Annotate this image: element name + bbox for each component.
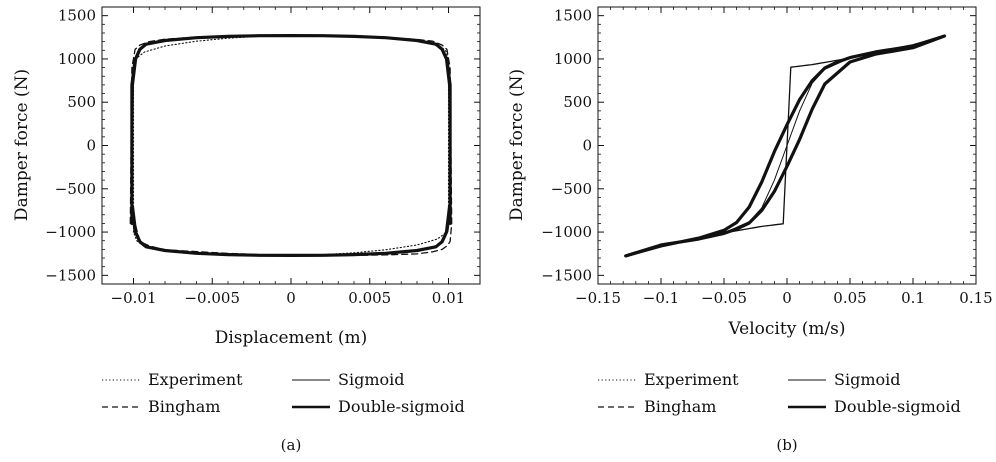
x-tick-label: −0.1	[643, 289, 679, 307]
series-double-sigmoid-line	[130, 34, 452, 257]
y-tick-label: 0	[582, 137, 592, 155]
y-tick-label: 1000	[554, 50, 592, 68]
legend-b: Experiment Sigmoid Bingham Double-sigmoid	[598, 370, 961, 416]
y-axis-label-b: Damper force (N)	[507, 69, 527, 221]
x-tick-label: −0.01	[111, 289, 157, 307]
y-tick-label: −1000	[45, 223, 96, 241]
x-tick-label: −0.15	[575, 289, 621, 307]
y-tick-label: 1500	[554, 7, 592, 25]
series-experiment-line	[132, 35, 450, 256]
legend-label-sigmoid: Sigmoid	[834, 370, 900, 389]
x-tick-label: 0.05	[833, 289, 866, 307]
series-layer-b	[624, 34, 947, 258]
y-tick-label: −500	[55, 180, 96, 198]
legend-label-double-sigmoid: Double-sigmoid	[338, 397, 465, 416]
y-tick-label: 1500	[58, 7, 96, 25]
panel-label-b: (b)	[776, 436, 797, 454]
ticks-b: −0.15 −0.1 −0.05 0 0.05 0.1 0.15 −1500 −1000 −500…	[541, 7, 992, 307]
y-tick-label: 0	[86, 137, 96, 155]
x-tick-label: −0.005	[184, 289, 240, 307]
x-axis-label-b: Velocity (m/s)	[727, 319, 845, 339]
x-tick-label: 0	[286, 289, 296, 307]
ticks-a: −0.01 −0.005 0 0.005 0.01 −1500 −1000 −500 0 500 1…	[45, 7, 480, 307]
legend-label-sigmoid: Sigmoid	[338, 370, 404, 389]
y-tick-label: −1000	[541, 223, 592, 241]
x-tick-label: 0.01	[432, 289, 465, 307]
series-sigmoid-line	[629, 35, 945, 256]
legend-label-bingham: Bingham	[148, 397, 220, 416]
x-tick-label: 0	[782, 289, 792, 307]
legend-label-double-sigmoid: Double-sigmoid	[834, 397, 961, 416]
panel-label-a: (a)	[281, 436, 302, 454]
y-tick-label: 500	[67, 93, 96, 111]
y-tick-label: 500	[563, 93, 592, 111]
x-tick-label: −0.05	[701, 289, 747, 307]
y-tick-label: −500	[551, 180, 592, 198]
x-tick-label: 0.005	[348, 289, 391, 307]
plot-frame-a	[101, 6, 481, 285]
y-tick-label: −1500	[541, 266, 592, 284]
panel-a: −0.01 −0.005 0 0.005 0.01 −1500 −1000 −500 0 500 1…	[12, 6, 481, 454]
legend-label-experiment: Experiment	[644, 370, 739, 389]
panel-b: −0.15 −0.1 −0.05 0 0.05 0.1 0.15 −1500 −1000 −500…	[507, 6, 993, 454]
series-bingham-line	[129, 34, 453, 257]
series-layer-a	[129, 34, 453, 257]
x-tick-label: 0.15	[959, 289, 992, 307]
legend-a: Experiment Sigmoid Bingham Double-sigmoid	[102, 370, 465, 416]
y-tick-label: 1000	[58, 50, 96, 68]
x-axis-label-a: Displacement (m)	[215, 328, 368, 348]
series-experiment-line	[625, 35, 946, 257]
legend-label-bingham: Bingham	[644, 397, 716, 416]
x-tick-label: 0.1	[901, 289, 925, 307]
y-tick-label: −1500	[45, 266, 96, 284]
legend-label-experiment: Experiment	[148, 370, 243, 389]
series-double-sigmoid-line	[624, 34, 947, 258]
y-axis-label-a: Damper force (N)	[12, 69, 32, 221]
series-sigmoid-line	[131, 35, 451, 256]
